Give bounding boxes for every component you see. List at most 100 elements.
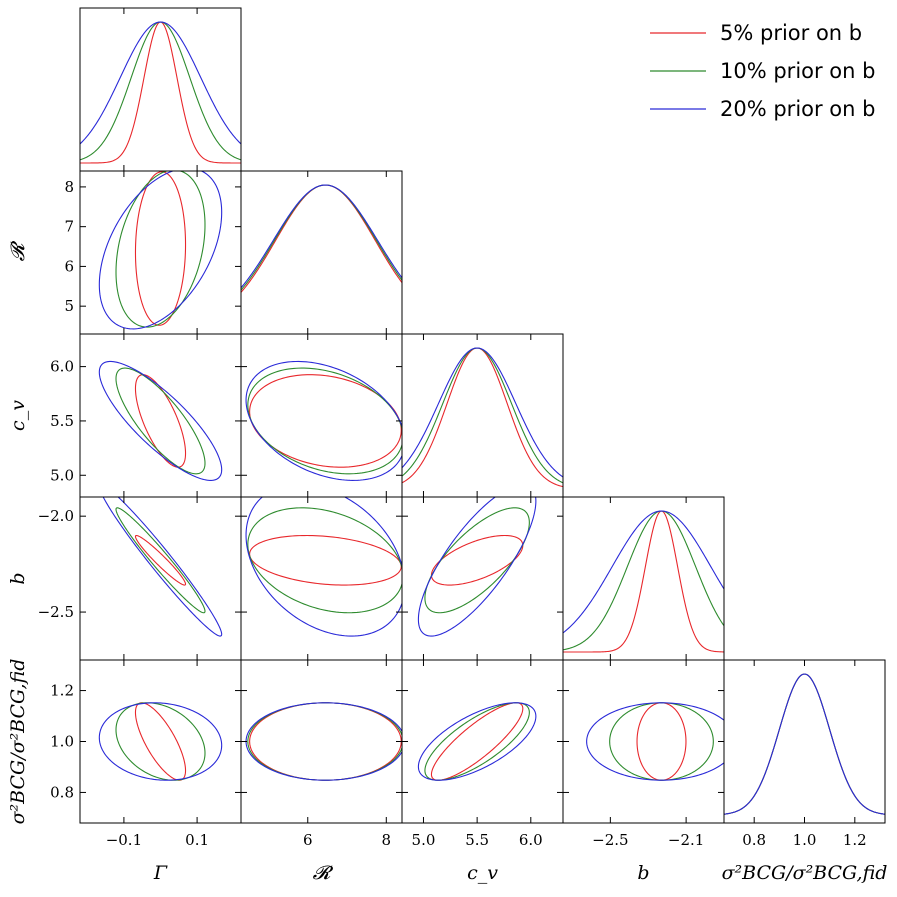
contour-R-cv-p20 xyxy=(245,360,402,481)
contour-R-cv-p10 xyxy=(247,367,402,475)
panel-frame xyxy=(401,659,564,824)
panel-marks xyxy=(98,171,223,330)
y-tick-label: 6.0 xyxy=(50,358,74,376)
x-tick-label: −2.5 xyxy=(592,831,628,849)
y-tick-label: 1.2 xyxy=(50,682,74,700)
y-axis-label-R: 𝓡 xyxy=(7,240,29,261)
x-axis-label-gamma: Γ xyxy=(153,862,168,884)
panel-marks xyxy=(417,702,537,781)
panel-marks xyxy=(245,360,402,481)
marginal-cv-p20 xyxy=(402,347,563,478)
contour-R-b-p5 xyxy=(249,534,402,586)
panel-frame xyxy=(723,659,886,824)
marginal-gamma-p5 xyxy=(80,21,241,164)
marginal-R-p20 xyxy=(241,184,402,289)
y-tick-label: 5.0 xyxy=(50,466,74,484)
panel-marks xyxy=(586,702,724,781)
panel-marks xyxy=(98,360,223,481)
contour-R-sigma-p10 xyxy=(247,702,402,781)
panel-frame xyxy=(240,496,403,661)
panel-gamma-b: −2.5 −2.0 xyxy=(38,496,242,661)
panel-marks xyxy=(245,497,402,637)
x-tick-label: −0.1 xyxy=(106,831,142,849)
x-tick-label: −2.1 xyxy=(668,831,704,849)
y-tick-label: 0.8 xyxy=(50,783,74,801)
contour-b-sigma-p5 xyxy=(636,702,687,781)
panel-b-b xyxy=(562,496,725,661)
y-tick-label: 5 xyxy=(64,297,74,315)
panel-cv-sigma: 5.0 5.5 6.0 xyxy=(401,659,564,849)
legend-entry-p10: 10% prior on b xyxy=(650,59,875,83)
panel-frame xyxy=(240,333,403,498)
y-axis-label-b: b xyxy=(7,572,29,584)
panel-frame xyxy=(240,659,403,824)
contour-b-sigma-p20 xyxy=(586,702,724,781)
x-tick-label: 6.0 xyxy=(519,831,543,849)
contour-cv-sigma-p5 xyxy=(430,702,524,781)
contour-R-b-p10 xyxy=(247,507,402,614)
marginal-sigma-p20 xyxy=(724,673,885,815)
panel-frame xyxy=(79,333,242,498)
y-axis-label-sigma: σ²BCG/σ²BCG,fid xyxy=(7,659,29,825)
panel-frame xyxy=(79,659,242,824)
contour-R-b-p20 xyxy=(245,497,402,637)
panel-R-R xyxy=(240,170,403,335)
panel-R-cv xyxy=(240,333,403,498)
panel-frame xyxy=(79,7,242,172)
contour-gamma-R-p10 xyxy=(115,171,206,328)
marginal-gamma-p20 xyxy=(80,21,241,145)
contour-gamma-R-p20 xyxy=(98,171,223,330)
contour-R-sigma-p5 xyxy=(249,702,402,781)
contour-R-sigma-p20 xyxy=(245,702,402,781)
x-tick-label: 8 xyxy=(382,831,392,849)
panel-frame xyxy=(79,496,242,661)
panel-gamma-gamma xyxy=(79,7,242,172)
contour-gamma-R-p5 xyxy=(134,171,187,326)
x-tick-label: 1.2 xyxy=(843,831,867,849)
marginal-sigma-p10 xyxy=(724,673,885,815)
panel-marks xyxy=(402,347,563,488)
panel-cv-cv xyxy=(401,333,564,498)
contour-gamma-sigma-p10 xyxy=(115,702,206,781)
marginal-b-p20 xyxy=(563,510,724,634)
marginal-b-p10 xyxy=(563,510,724,651)
contour-gamma-b-p20 xyxy=(102,497,223,637)
contour-gamma-cv-p5 xyxy=(134,374,187,468)
contour-cv-b-p10 xyxy=(424,507,530,614)
legend-label: 10% prior on b xyxy=(720,59,875,83)
x-tick-label: 0.1 xyxy=(185,831,209,849)
panel-marks xyxy=(245,702,402,781)
x-axis-label-R: 𝓡 xyxy=(313,862,334,884)
y-tick-label: 5.5 xyxy=(50,412,74,430)
legend-entry-p5: 5% prior on b xyxy=(650,21,862,45)
x-tick-label: 5.5 xyxy=(465,831,489,849)
marginal-R-p10 xyxy=(241,184,402,291)
contour-b-sigma-p10 xyxy=(609,702,714,781)
x-tick-label: 1.0 xyxy=(793,831,817,849)
panel-sigma-sigma: 0.8 1.0 1.2 xyxy=(723,659,886,849)
x-axis-label-b: b xyxy=(637,862,649,884)
contour-gamma-b-p5 xyxy=(134,534,187,586)
marginal-sigma-p5 xyxy=(724,673,885,815)
panel-b-sigma: −2.5 −2.1 xyxy=(562,659,725,849)
panel-gamma-cv: 5.0 5.5 6.0 xyxy=(50,333,242,498)
x-axis-label-sigma: σ²BCG/σ²BCG,fid xyxy=(722,862,888,884)
marginal-cv-p10 xyxy=(402,347,563,484)
marginal-R-p5 xyxy=(241,184,402,293)
x-tick-label: 0.8 xyxy=(742,831,766,849)
contour-gamma-cv-p10 xyxy=(115,367,206,475)
y-tick-label: −2.0 xyxy=(38,507,74,525)
panel-marks xyxy=(80,21,241,164)
panel-gamma-R: 5 6 7 8 xyxy=(64,170,242,335)
x-tick-label: 6 xyxy=(303,831,313,849)
contour-cv-sigma-p10 xyxy=(424,702,530,781)
contour-gamma-sigma-p20 xyxy=(98,702,223,781)
panel-marks xyxy=(102,497,223,637)
y-tick-label: 6 xyxy=(64,257,74,275)
contour-gamma-b-p10 xyxy=(115,507,206,614)
legend-label: 20% prior on b xyxy=(720,97,875,121)
x-axis-label-cv: c_v xyxy=(467,862,498,884)
legend: 5% prior on b 10% prior on b 20% prior on … xyxy=(650,21,875,121)
